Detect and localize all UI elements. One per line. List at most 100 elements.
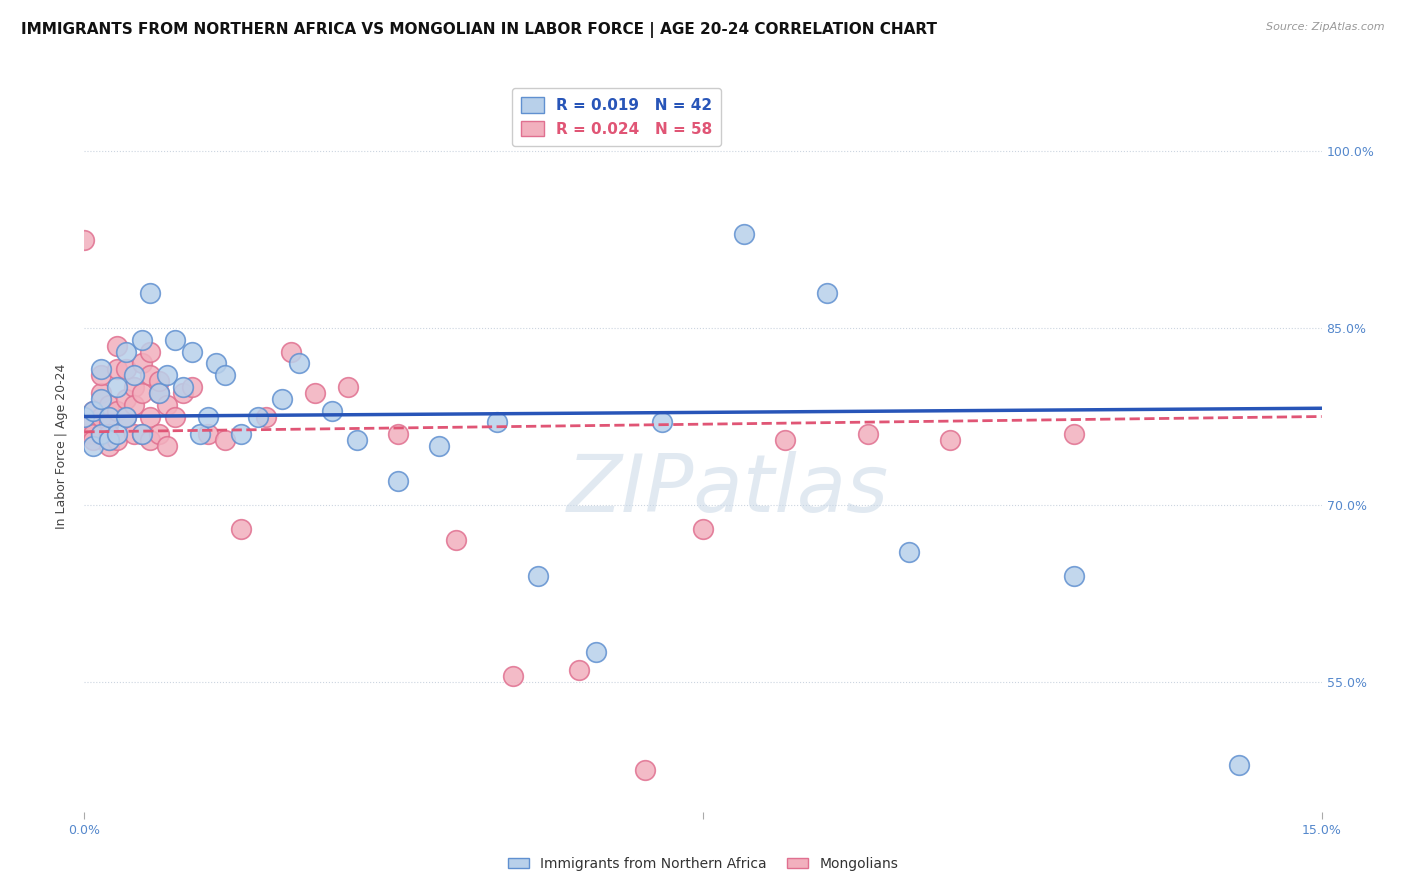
Point <box>139 344 162 359</box>
Legend: R = 0.019   N = 42, R = 0.024   N = 58: R = 0.019 N = 42, R = 0.024 N = 58 <box>512 88 721 146</box>
Point <box>815 285 838 300</box>
Point <box>165 409 187 424</box>
Y-axis label: In Labor Force | Age 20-24: In Labor Force | Age 20-24 <box>55 363 69 529</box>
Point <box>90 427 112 442</box>
Point <box>90 392 112 406</box>
Point <box>131 333 153 347</box>
Point <box>114 409 136 424</box>
Point <box>114 409 136 424</box>
Point <box>122 368 145 383</box>
Point <box>856 427 879 442</box>
Point <box>254 409 277 424</box>
Point <box>304 385 326 400</box>
Point <box>651 416 673 430</box>
Point <box>82 439 104 453</box>
Point <box>73 409 96 424</box>
Point <box>156 368 179 383</box>
Point <box>197 427 219 442</box>
Point <box>188 427 211 442</box>
Point <box>131 427 153 442</box>
Point <box>288 356 311 370</box>
Point <box>98 433 121 447</box>
Point <box>105 339 128 353</box>
Point <box>82 416 104 430</box>
Point <box>427 439 450 453</box>
Point <box>139 368 162 383</box>
Point <box>280 344 302 359</box>
Point <box>387 475 409 489</box>
Point <box>321 403 343 417</box>
Point <box>82 433 104 447</box>
Point <box>568 663 591 677</box>
Point <box>229 522 252 536</box>
Point <box>122 427 145 442</box>
Point <box>73 427 96 442</box>
Point <box>114 362 136 376</box>
Point <box>98 427 121 442</box>
Point <box>131 356 153 370</box>
Point <box>1063 568 1085 582</box>
Point <box>139 433 162 447</box>
Point <box>246 409 269 424</box>
Text: Source: ZipAtlas.com: Source: ZipAtlas.com <box>1267 22 1385 32</box>
Point <box>156 439 179 453</box>
Point <box>98 433 121 447</box>
Point <box>90 409 112 424</box>
Legend: Immigrants from Northern Africa, Mongolians: Immigrants from Northern Africa, Mongoli… <box>502 851 904 876</box>
Point <box>105 380 128 394</box>
Point <box>172 385 194 400</box>
Point <box>156 398 179 412</box>
Point <box>1227 757 1250 772</box>
Point <box>214 368 236 383</box>
Point <box>148 427 170 442</box>
Point <box>346 433 368 447</box>
Point <box>122 380 145 394</box>
Point <box>82 403 104 417</box>
Point <box>114 344 136 359</box>
Point <box>148 385 170 400</box>
Point <box>387 427 409 442</box>
Point <box>585 645 607 659</box>
Point <box>98 398 121 412</box>
Text: IMMIGRANTS FROM NORTHERN AFRICA VS MONGOLIAN IN LABOR FORCE | AGE 20-24 CORRELAT: IMMIGRANTS FROM NORTHERN AFRICA VS MONGO… <box>21 22 936 38</box>
Point <box>502 669 524 683</box>
Point <box>180 344 202 359</box>
Point <box>775 433 797 447</box>
Point <box>131 385 153 400</box>
Point <box>898 545 921 559</box>
Point <box>1063 427 1085 442</box>
Point <box>82 427 104 442</box>
Point <box>105 403 128 417</box>
Point <box>98 433 121 447</box>
Point <box>105 433 128 447</box>
Point <box>82 403 104 417</box>
Point <box>527 568 550 582</box>
Point <box>105 362 128 376</box>
Point <box>139 285 162 300</box>
Point <box>180 380 202 394</box>
Point <box>98 439 121 453</box>
Point <box>73 233 96 247</box>
Point <box>148 385 170 400</box>
Text: ZIPatlas: ZIPatlas <box>567 450 889 529</box>
Point <box>165 333 187 347</box>
Point <box>271 392 294 406</box>
Point <box>90 427 112 442</box>
Point <box>131 427 153 442</box>
Point <box>634 764 657 778</box>
Point <box>114 392 136 406</box>
Point <box>692 522 714 536</box>
Point <box>733 227 755 241</box>
Point <box>485 416 508 430</box>
Point <box>444 533 467 548</box>
Point <box>90 385 112 400</box>
Point <box>105 427 128 442</box>
Point <box>172 380 194 394</box>
Point <box>197 409 219 424</box>
Point <box>205 356 228 370</box>
Point <box>122 398 145 412</box>
Point <box>148 374 170 388</box>
Point <box>939 433 962 447</box>
Point <box>98 409 121 424</box>
Point <box>90 368 112 383</box>
